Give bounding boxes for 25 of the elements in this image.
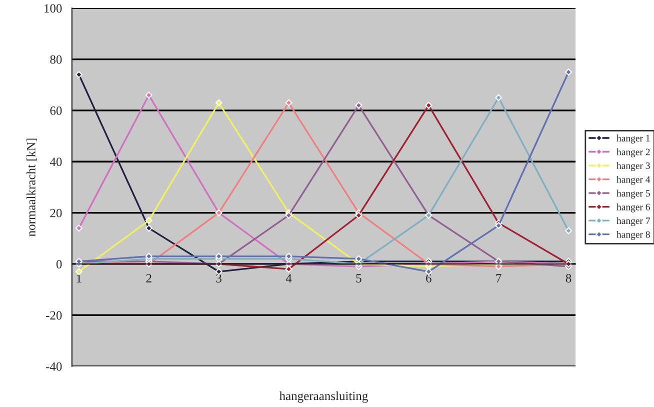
y-tick-label: 80 (50, 55, 62, 64)
y-tick-label: -40 (46, 362, 62, 371)
y-tick-label: 0 (56, 260, 62, 268)
x-tick-label: 8 (566, 274, 572, 282)
legend-label: hanger 1 (616, 134, 650, 144)
x-tick-label: 5 (356, 274, 362, 282)
legend-label: hanger 6 (616, 203, 650, 212)
x-tick-label: 7 (496, 274, 502, 282)
legend-label: hanger 4 (616, 176, 650, 185)
y-tick-label: 20 (50, 208, 62, 218)
x-axis-title: hangeraansluiting (279, 391, 368, 403)
x-tick-label: 2 (146, 274, 152, 282)
x-tick-label: 1 (76, 274, 82, 282)
y-tick-label: 60 (50, 106, 62, 115)
x-tick-label: 6 (426, 274, 432, 282)
y-tick-label: 40 (50, 158, 62, 166)
y-axis-title: normaalkracht [kN] (26, 138, 37, 236)
legend-label: hanger 7 (616, 217, 650, 226)
legend-label: hanger 8 (616, 231, 650, 240)
legend-label: hanger 2 (616, 148, 650, 158)
y-tick-label: 100 (44, 4, 62, 13)
y-tick-label: -20 (46, 311, 62, 320)
legend-label: hanger 5 (616, 190, 650, 199)
legend-label: hanger 3 (616, 162, 650, 172)
x-tick-label: 4 (286, 274, 292, 282)
